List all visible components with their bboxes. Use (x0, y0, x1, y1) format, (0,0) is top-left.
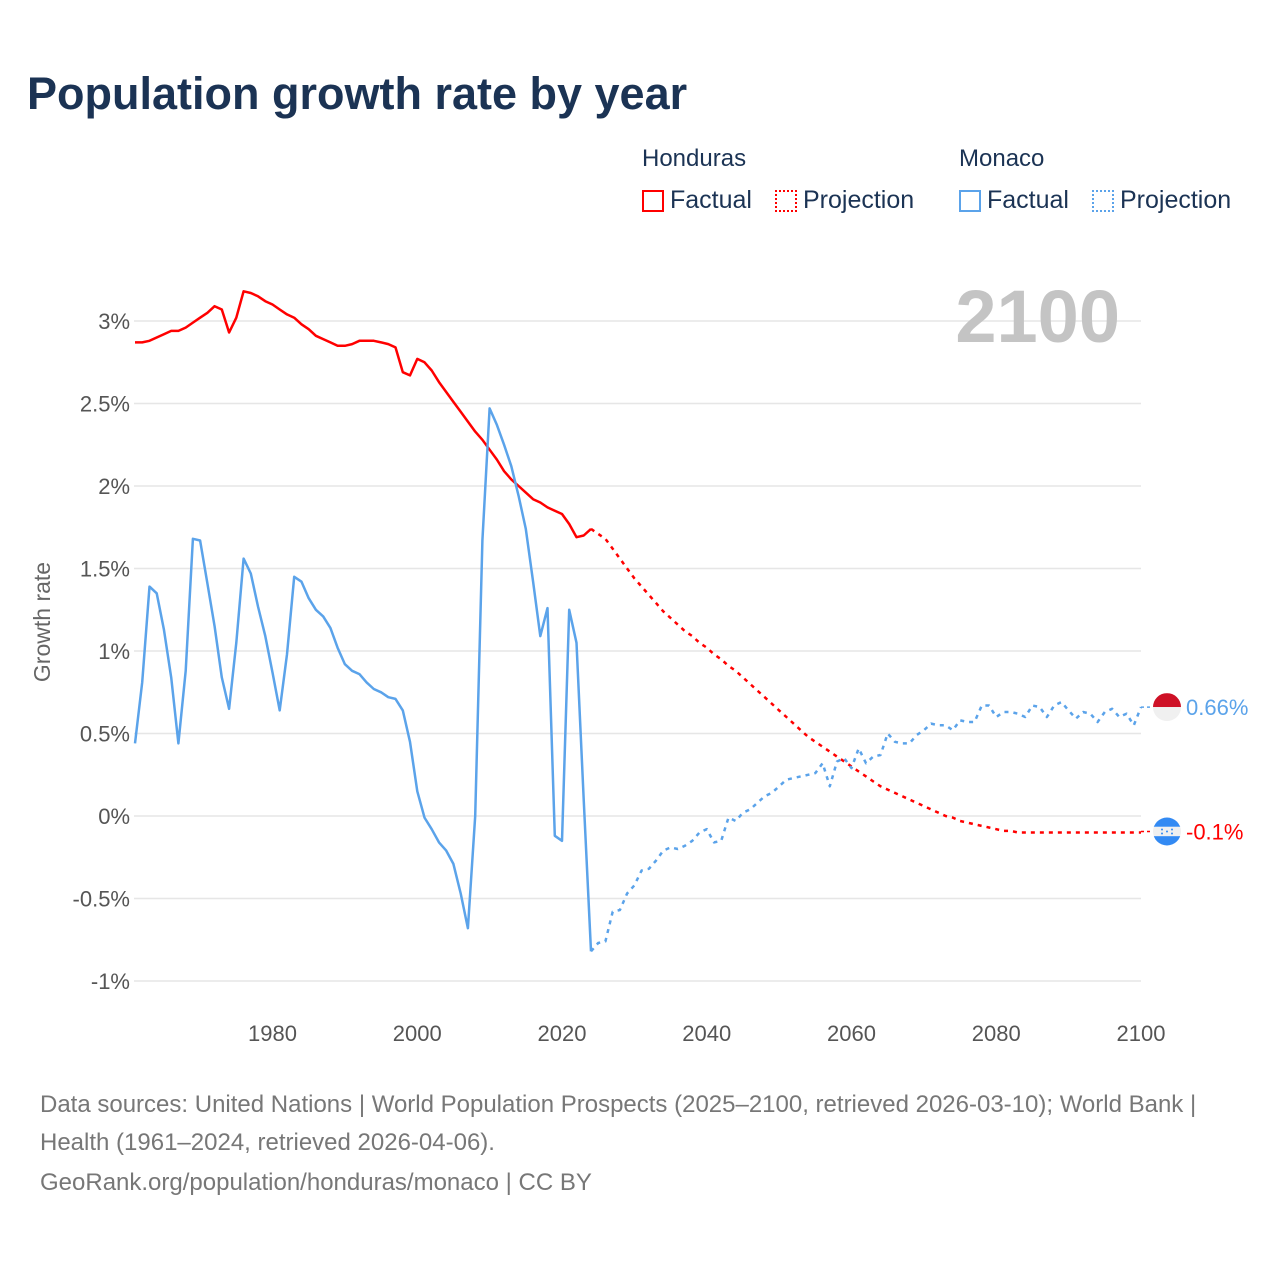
legend-label: Factual (987, 186, 1069, 214)
current-year-label: 2100 (955, 275, 1120, 358)
y-tick-label: 1% (98, 639, 130, 664)
legend-label: Projection (803, 186, 915, 214)
honduras-projection-line (590, 527, 1141, 834)
legend-group-monaco: Monaco (959, 145, 1045, 172)
legend-label: Projection (1120, 186, 1232, 214)
y-tick-label: 0.5% (80, 722, 130, 747)
solid-swatch-icon (959, 189, 981, 212)
x-tick-label: 1980 (248, 1021, 297, 1046)
legend-monaco-factual[interactable]: Factual (959, 186, 1069, 215)
end-value-label: 0.66% (1186, 695, 1248, 720)
source-link[interactable]: GeoRank.org/population/honduras/monaco |… (40, 1169, 592, 1196)
y-tick-label: 1.5% (80, 557, 130, 582)
y-axis-label: Growth rate (29, 562, 55, 682)
monaco-factual-line (133, 407, 593, 952)
honduras-flag-icon (1153, 817, 1181, 846)
monaco-flag-icon (1153, 693, 1181, 722)
y-tick-label: 3% (98, 309, 130, 334)
legend-honduras-projection[interactable]: Projection (775, 186, 914, 215)
page-title: Population growth rate by year (27, 68, 688, 119)
x-tick-label: 2100 (1117, 1021, 1166, 1046)
y-tick-label: -1% (91, 969, 130, 994)
end-value-label: -0.1% (1186, 820, 1243, 845)
solid-swatch-icon (642, 189, 664, 212)
legend-honduras-factual[interactable]: Factual (642, 186, 752, 215)
y-tick-label: -0.5% (73, 887, 130, 912)
dotted-swatch-icon (1092, 189, 1114, 212)
x-tick-label: 2040 (682, 1021, 731, 1046)
legend-group-honduras: Honduras (642, 145, 747, 172)
y-tick-label: 2.5% (80, 392, 130, 417)
y-tick-label: 0% (98, 804, 130, 829)
data-sources: Data sources: United Nations | World Pop… (40, 1091, 1197, 1156)
honduras-factual-line (135, 290, 592, 539)
x-tick-label: 2000 (393, 1021, 442, 1046)
x-tick-label: 2060 (827, 1021, 876, 1046)
monaco-projection-line (590, 700, 1143, 953)
legend-label: Factual (670, 186, 752, 214)
x-tick-label: 2080 (972, 1021, 1021, 1046)
y-tick-label: 2% (98, 474, 130, 499)
x-tick-label: 2020 (538, 1021, 587, 1046)
legend-monaco-projection[interactable]: Projection (1092, 186, 1231, 215)
dotted-swatch-icon (775, 189, 797, 212)
